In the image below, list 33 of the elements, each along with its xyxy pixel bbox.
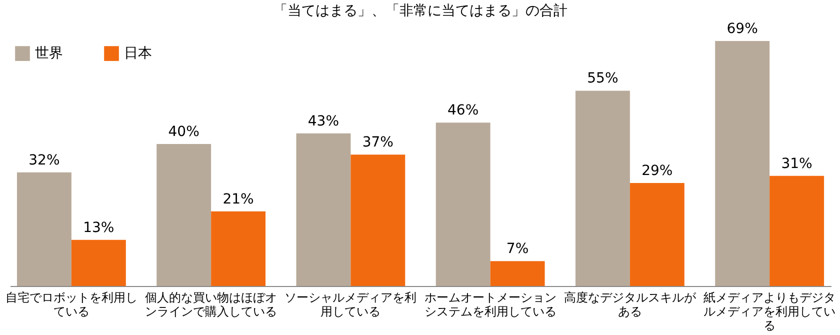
bar (296, 133, 351, 286)
legend-label: 世界 (35, 46, 63, 62)
x-tick-label: 自宅でロボットを利用している (5, 290, 138, 318)
bar (16, 172, 72, 286)
bar (71, 240, 126, 286)
bar (715, 41, 770, 286)
data-label: 31% (781, 156, 812, 172)
data-label: 32% (28, 152, 60, 168)
bar (770, 176, 824, 286)
x-tick-label: 高度なデジタルスキルがある (564, 290, 697, 318)
legend-label: 日本 (124, 46, 152, 62)
chart-title: 「当てはまる」、「非常に当てはまる」の合計 (274, 3, 568, 19)
bar (156, 144, 212, 286)
x-tick-label: 紙メディアよりもデジタルメディアを利用している (704, 290, 836, 332)
data-label: 13% (83, 220, 114, 236)
data-label: 55% (587, 70, 618, 87)
x-tick-label: ソーシャルメディアを利用している (284, 290, 417, 318)
bar (630, 183, 684, 286)
bar (211, 211, 266, 286)
data-label: 46% (448, 102, 479, 119)
x-tick-label: 個人的な買い物はほぼオンラインで購入している (145, 290, 278, 318)
data-label: 29% (642, 163, 673, 180)
data-label: 40% (168, 124, 200, 140)
bar (436, 122, 490, 286)
data-label: 7% (506, 241, 529, 258)
data-label: 21% (222, 191, 254, 208)
bar (350, 154, 406, 286)
bar (490, 261, 545, 286)
x-tick-label: ホームオートメーションシステムを利用している (424, 290, 556, 318)
bar (575, 90, 630, 286)
data-label: 69% (726, 21, 758, 37)
data-label: 43% (308, 113, 340, 130)
data-label: 37% (362, 134, 394, 151)
